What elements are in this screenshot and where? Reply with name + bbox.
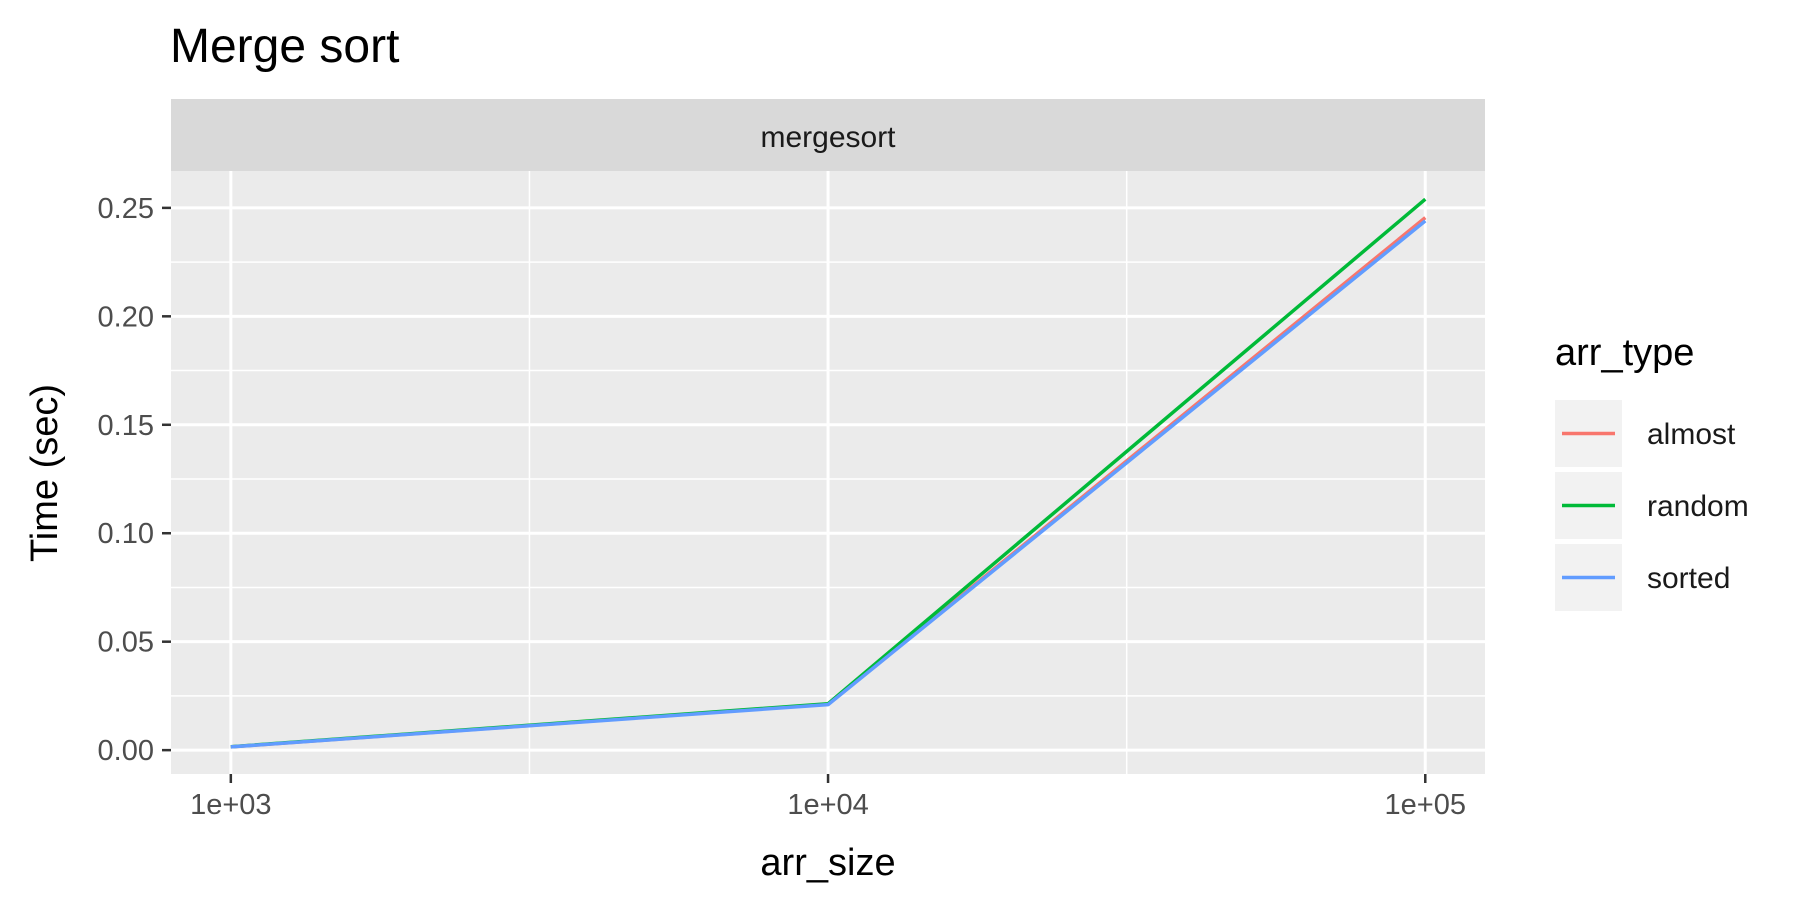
series-line-sorted	[230, 219, 1427, 749]
series-lines	[230, 197, 1427, 749]
x-tick-label: 1e+03	[190, 789, 271, 821]
y-tick-label: 0.20	[98, 301, 154, 333]
x-axis-title: arr_size	[760, 842, 895, 884]
legend-item-random: random	[1555, 472, 1749, 539]
chart-title: Merge sort	[170, 20, 399, 73]
facet-strip	[171, 99, 1485, 171]
x-tick-label: 1e+04	[787, 789, 868, 821]
y-tick-label: 0.00	[98, 735, 154, 767]
y-axis: 0.00 0.05 0.10 0.15 0.20 0.25	[98, 193, 171, 767]
y-tick-label: 0.25	[98, 193, 154, 225]
y-tick-label: 0.05	[98, 627, 154, 659]
y-tick-label: 0.10	[98, 518, 154, 550]
legend-label: almost	[1647, 418, 1736, 451]
legend-item-sorted: sorted	[1555, 544, 1730, 611]
x-axis: 1e+03 1e+04 1e+05	[190, 774, 1466, 821]
facet-strip-label: mergesort	[760, 121, 896, 154]
legend-label: sorted	[1647, 562, 1730, 595]
legend-item-almost: almost	[1555, 400, 1736, 467]
legend: almost random sorted	[1555, 400, 1749, 611]
y-axis-title: Time (sec)	[24, 384, 66, 562]
legend-label: random	[1647, 490, 1749, 523]
major-gridlines	[171, 171, 1485, 774]
y-tick-label: 0.15	[98, 410, 154, 442]
legend-title: arr_type	[1555, 332, 1694, 374]
x-tick-label: 1e+05	[1385, 789, 1466, 821]
